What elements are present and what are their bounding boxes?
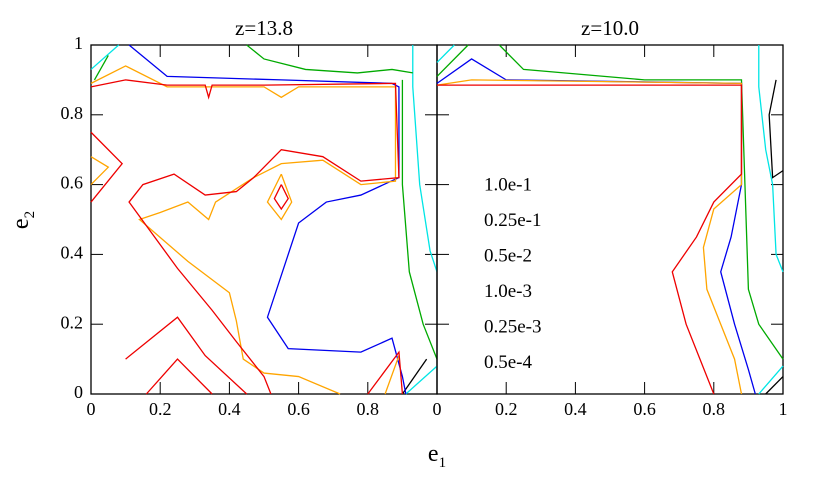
contour-line (128, 44, 407, 395)
x-tick-label: 0.8 (703, 399, 726, 419)
contour-line (90, 156, 110, 186)
contour-line (90, 131, 124, 203)
contour-line (436, 79, 743, 395)
contour-line (765, 376, 784, 395)
contour-line (125, 316, 248, 395)
contour-line (93, 55, 109, 81)
y-tick-label: 0.2 (61, 312, 84, 332)
contour-line (273, 184, 289, 211)
x-tick-label: 1 (779, 399, 788, 419)
x-tick-label: 0.2 (495, 399, 518, 419)
y-tick-label: 0.6 (61, 173, 84, 193)
x-tick-label: 0.4 (218, 399, 241, 419)
chart-title: z=10.0 (581, 16, 639, 40)
contour-line (768, 79, 784, 179)
chart-title: z=13.8 (235, 16, 293, 40)
x-tick-label: 0.6 (633, 399, 656, 419)
legend-label: 0.5e-2 (484, 245, 532, 266)
legend-label: 0.5e-4 (484, 352, 533, 373)
x-tick-label: 0.8 (357, 399, 380, 419)
y-tick-label: 0 (74, 382, 83, 402)
x-tick-label: 0.6 (287, 399, 310, 419)
x-tick-label: 0 (433, 399, 442, 419)
contour-line (90, 65, 397, 395)
contour-line (367, 350, 404, 395)
y-tick-label: 0.8 (61, 103, 84, 123)
legend-label: 0.25e-3 (484, 316, 542, 337)
contour-line (758, 365, 784, 395)
x-tick-label: 0 (87, 399, 96, 419)
x-tick-label: 0.4 (564, 399, 587, 419)
y-tick-label: 0.4 (61, 243, 84, 263)
plot-frame (436, 44, 784, 395)
legend-label: 0.25e-1 (484, 210, 542, 231)
contour-line (266, 173, 293, 221)
y-label-subscript: 2 (22, 211, 38, 219)
y-axis-label: e2 (8, 211, 39, 229)
x-axis-label: e1 (428, 441, 446, 472)
contour-line (246, 44, 413, 74)
y-label-base: e (8, 218, 34, 229)
contour-line (405, 365, 438, 395)
contour-line (90, 44, 120, 70)
x-label-base: e (428, 441, 439, 467)
contour-line (437, 84, 743, 395)
contour-line (90, 79, 400, 395)
contour-line (384, 355, 400, 395)
contour-line (436, 58, 756, 395)
contour-line (498, 44, 784, 360)
contour-line (436, 44, 469, 77)
contour-line (758, 45, 784, 273)
contour-line (145, 358, 213, 395)
contour-line (401, 358, 428, 395)
x-tick-label: 0.2 (149, 399, 172, 419)
x-label-subscript: 1 (439, 455, 447, 471)
legend-label: 1.0e-1 (484, 174, 532, 195)
y-tick-label: 1 (74, 33, 83, 53)
contour-line (412, 45, 438, 273)
contour-line (436, 44, 455, 63)
contour-line (401, 79, 438, 360)
legend-label: 1.0e-3 (484, 281, 532, 302)
